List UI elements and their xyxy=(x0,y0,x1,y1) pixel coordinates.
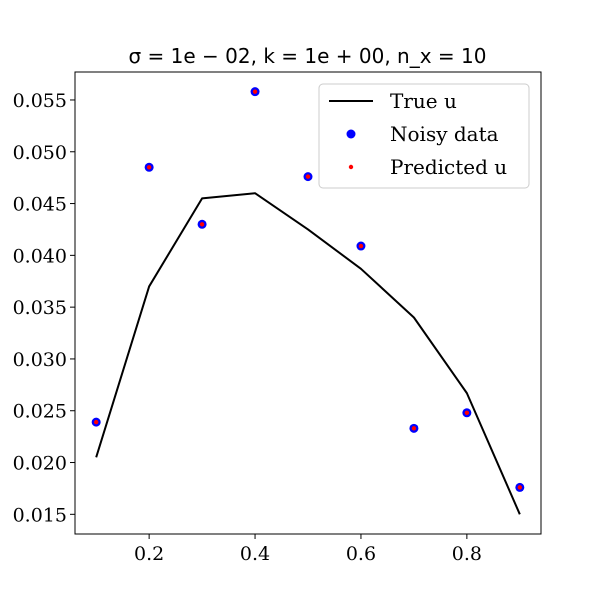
y-tick-label: 0.020 xyxy=(13,453,67,475)
x-tick-label: 0.4 xyxy=(240,543,270,565)
y-tick-label: 0.055 xyxy=(13,90,67,112)
y-tick-label: 0.045 xyxy=(13,194,67,216)
predicted-u-point xyxy=(305,174,311,179)
predicted-u-point xyxy=(411,426,417,431)
predicted-u-point xyxy=(358,243,364,249)
legend-label: True u xyxy=(390,89,457,113)
legend: True u Noisy data Predicted u xyxy=(318,83,530,189)
predicted-u-point xyxy=(517,485,523,490)
y-tick-label: 0.015 xyxy=(13,504,67,526)
x-tick-label: 0.8 xyxy=(452,543,482,565)
x-tick-label: 0.2 xyxy=(134,543,164,565)
predicted-u-point xyxy=(252,89,258,94)
predicted-u-point xyxy=(146,165,152,170)
plot-frame xyxy=(74,71,542,535)
y-tick-label: 0.050 xyxy=(13,142,67,164)
legend-box xyxy=(318,83,530,189)
chart-title: σ = 1e − 02, k = 1e + 00, n_x = 10 xyxy=(129,44,487,68)
predicted-u-point xyxy=(93,419,99,425)
x-axis: 0.2 0.4 0.6 0.8 xyxy=(134,534,482,565)
legend-label: Noisy data xyxy=(390,122,499,146)
legend-swatch-predicted-u xyxy=(348,164,354,170)
predicted-u-point xyxy=(199,222,205,227)
y-axis: 0.015 0.020 0.025 0.030 0.035 0.040 0.045 0.050… xyxy=(13,90,75,526)
y-tick-label: 0.040 xyxy=(13,245,67,267)
predicted-u-point xyxy=(464,410,470,416)
x-tick-label: 0.6 xyxy=(346,543,376,565)
y-tick-label: 0.030 xyxy=(13,349,67,371)
legend-swatch-noisy-data xyxy=(346,129,356,139)
y-tick-label: 0.025 xyxy=(13,401,67,423)
y-tick-label: 0.035 xyxy=(13,297,67,319)
series-layer xyxy=(91,87,525,515)
true-u-line xyxy=(95,192,521,515)
legend-label: Predicted u xyxy=(390,155,507,179)
